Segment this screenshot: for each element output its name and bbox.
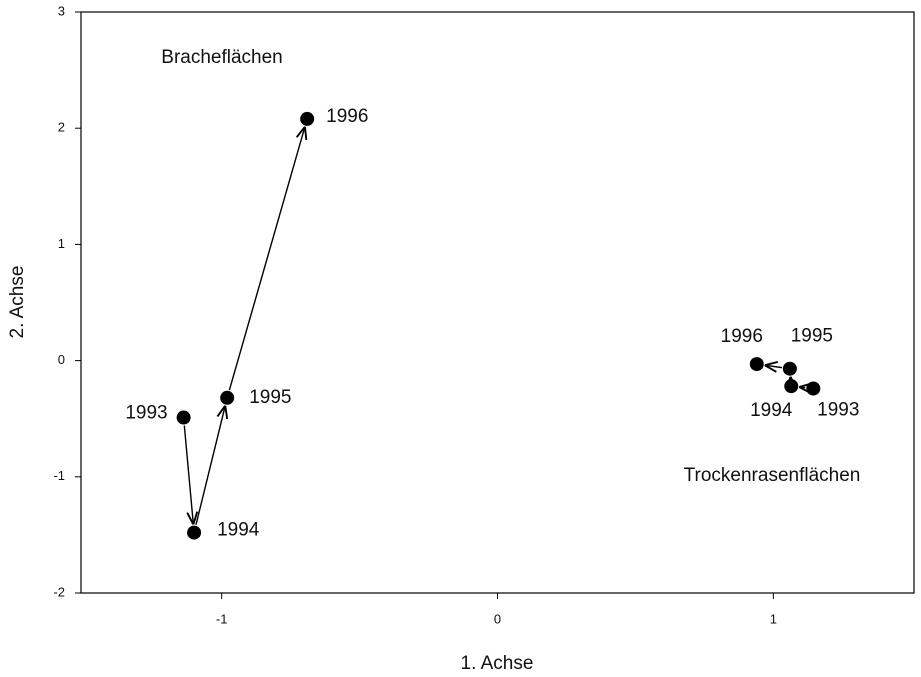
point [749,357,764,372]
point [300,111,315,126]
point [187,525,202,540]
point-label: 1993 [125,403,167,424]
x-axis-title: 1. Achse [461,653,534,674]
point-label: 1993 [817,400,859,421]
point [784,379,799,394]
x-tick-label: -1 [216,611,228,626]
x-tick-label: 0 [494,611,501,626]
point-label: 1996 [326,106,368,127]
group-label: Bracheflächen [161,47,282,68]
point-label: 1996 [721,326,763,347]
y-tick-label: 2 [58,120,65,135]
plot-frame [80,11,915,594]
group-label: Trockenrasenflächen [684,465,861,486]
trajectory-arrow [765,365,783,367]
point-label: 1995 [249,387,291,408]
point-label: 1994 [750,400,793,421]
trajectory-arrow [183,425,193,525]
point [806,381,821,396]
y-tick-label: 3 [58,3,65,18]
point [176,410,191,425]
trajectory-arrow [195,406,225,525]
point [782,361,797,376]
trajectory-arrow [799,387,805,388]
trajectory-arrow [228,127,305,391]
point [220,390,235,405]
y-axis-title: 2. Achse [7,266,28,339]
y-tick-label: 0 [58,352,65,367]
point-label: 1994 [217,520,260,541]
y-tick-label: -2 [53,584,65,599]
x-tick-label: 1 [770,611,777,626]
y-tick-label: 1 [58,236,65,251]
point-label: 1995 [791,326,833,347]
y-tick-label: -1 [53,468,65,483]
